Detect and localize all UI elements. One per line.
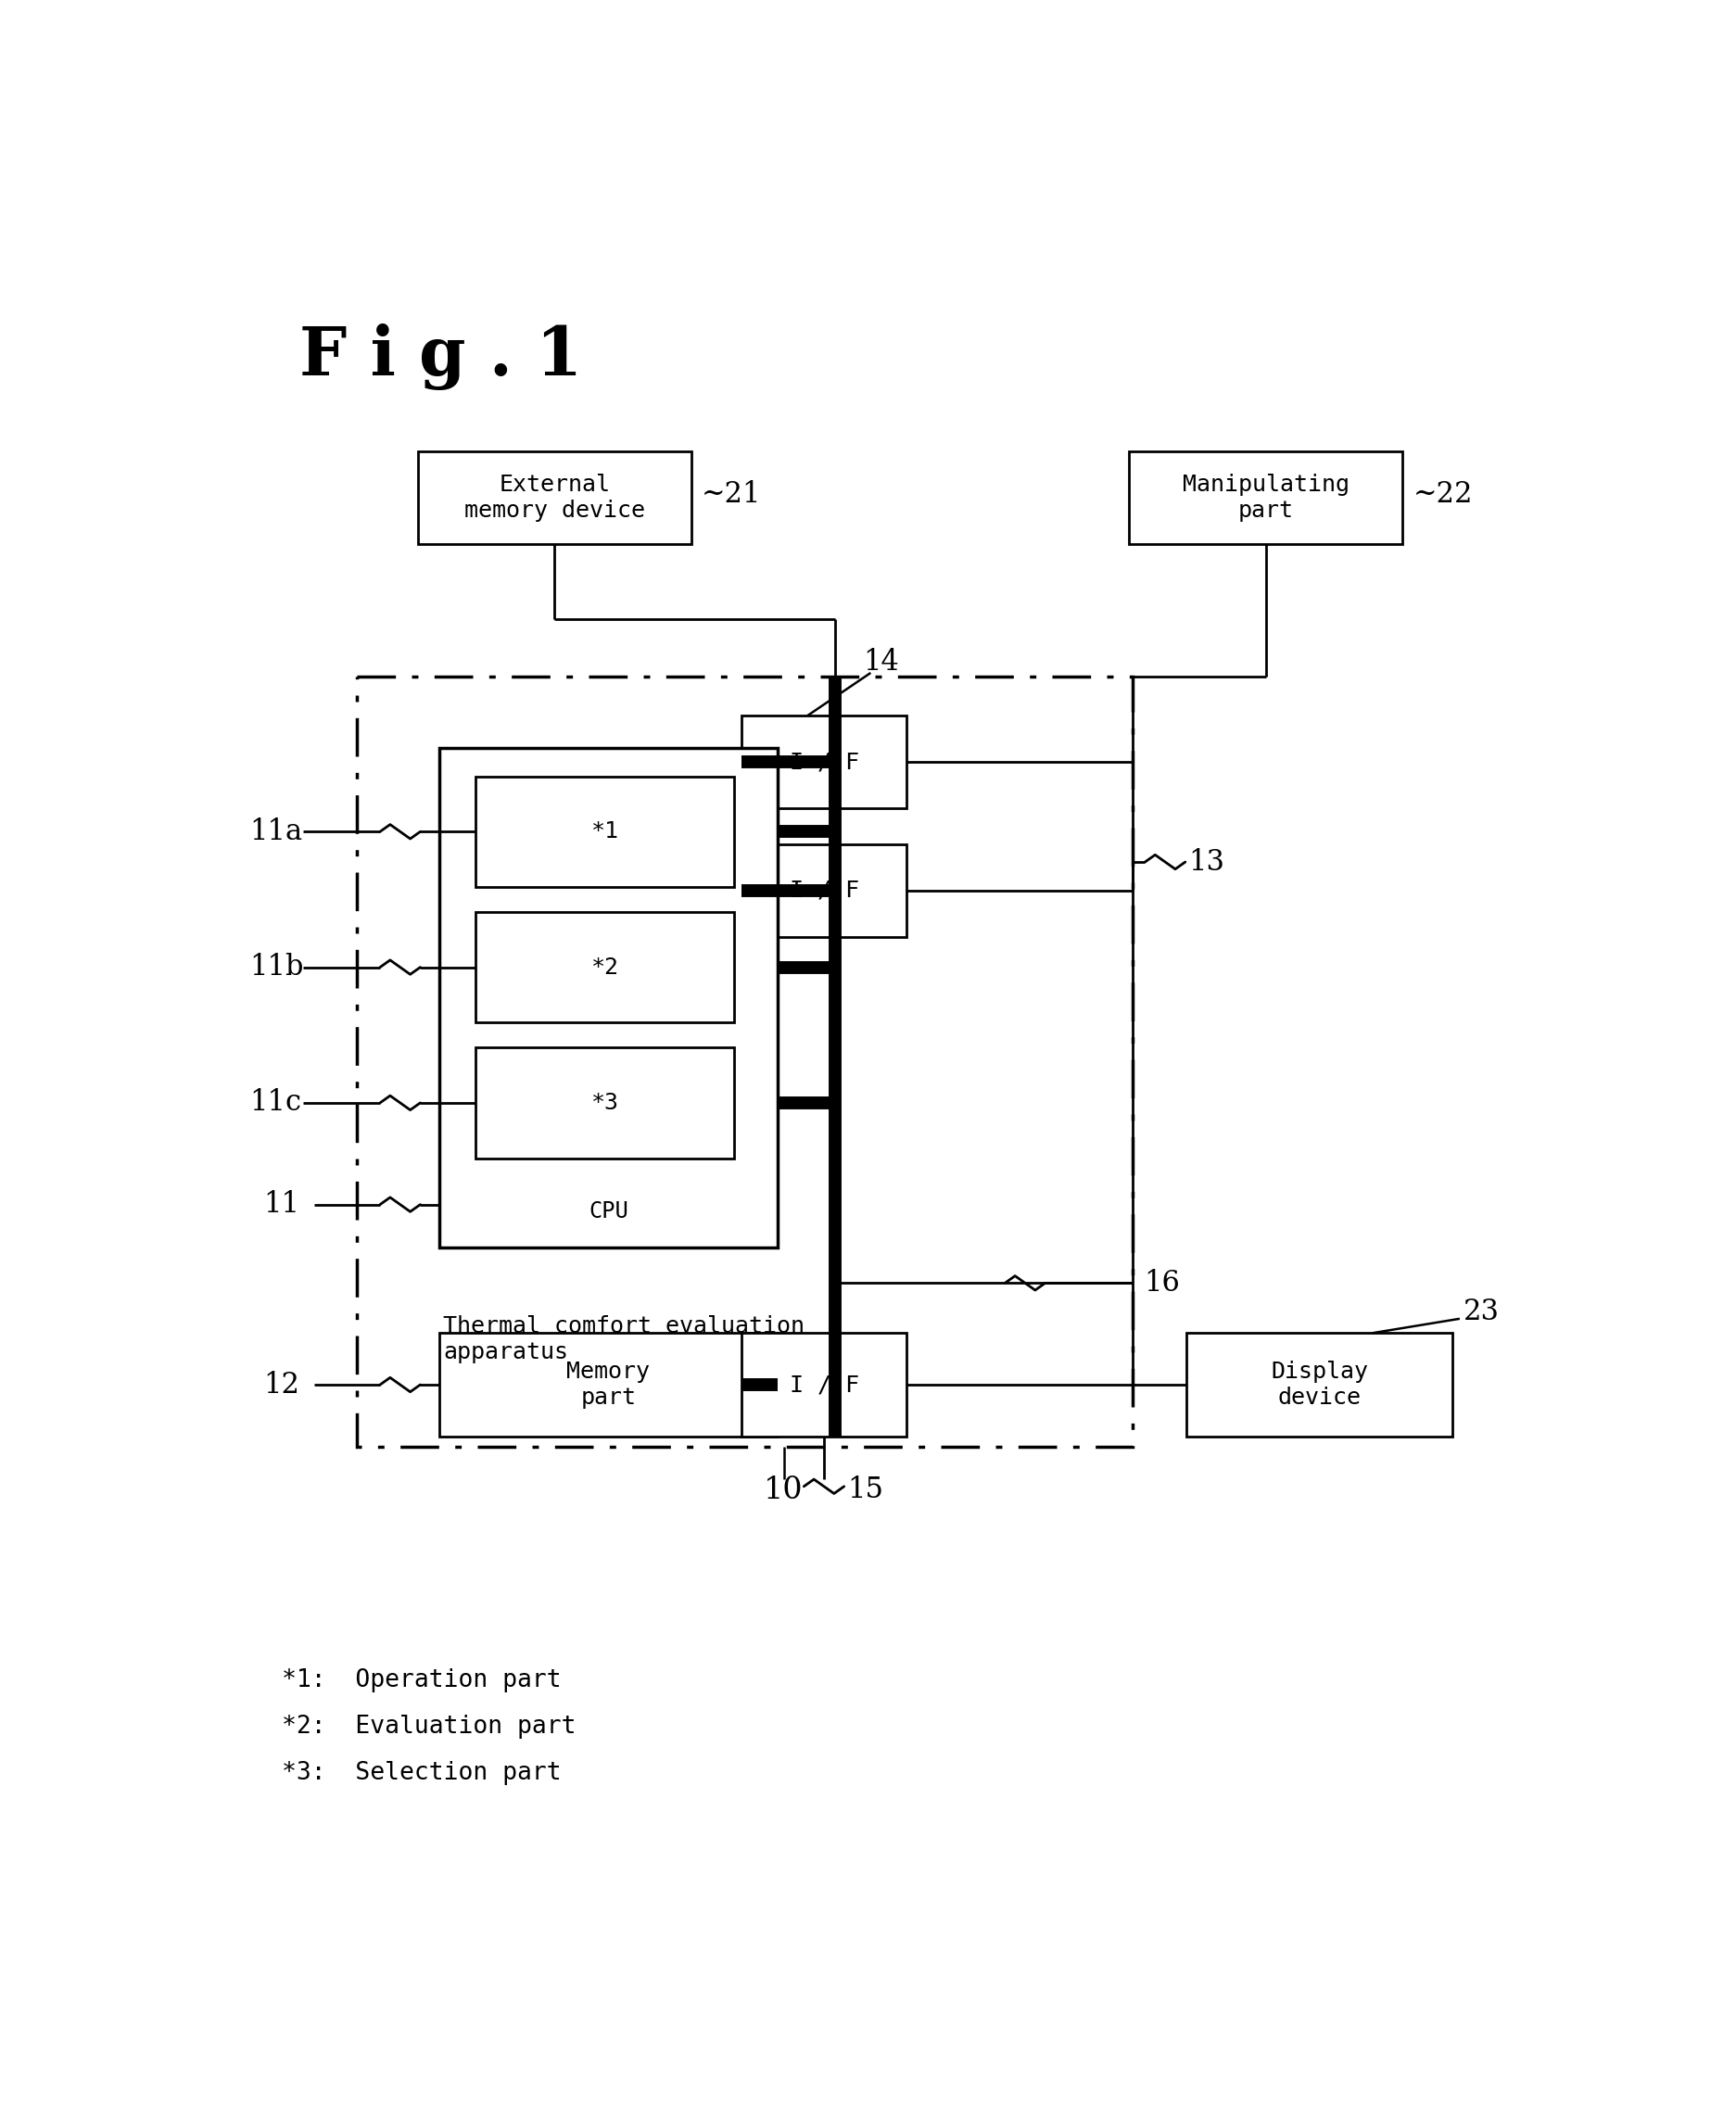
Text: I / F: I / F bbox=[790, 751, 859, 772]
Text: 11: 11 bbox=[264, 1190, 300, 1219]
Bar bbox=[418, 451, 691, 545]
Bar bbox=[1187, 1332, 1453, 1436]
Text: 11c: 11c bbox=[250, 1087, 302, 1117]
Text: Thermal comfort evaluation
apparatus: Thermal comfort evaluation apparatus bbox=[443, 1315, 806, 1364]
Bar bbox=[741, 715, 906, 809]
Bar bbox=[439, 747, 778, 1247]
Text: 13: 13 bbox=[1187, 847, 1224, 877]
Text: *3:  Selection part: *3: Selection part bbox=[281, 1762, 561, 1785]
Text: External
memory device: External memory device bbox=[464, 475, 646, 521]
Text: 12: 12 bbox=[264, 1370, 300, 1398]
Text: Display
device: Display device bbox=[1271, 1360, 1368, 1409]
Text: 10: 10 bbox=[764, 1475, 804, 1504]
Text: *1: *1 bbox=[590, 821, 618, 843]
Text: 15: 15 bbox=[847, 1475, 884, 1504]
Bar bbox=[358, 677, 1134, 1447]
Text: *3: *3 bbox=[590, 1092, 618, 1113]
Text: ~21: ~21 bbox=[701, 481, 762, 509]
Text: 11a: 11a bbox=[250, 817, 302, 847]
Text: F i g . 1: F i g . 1 bbox=[300, 323, 583, 389]
Text: I / F: I / F bbox=[790, 879, 859, 902]
Bar bbox=[741, 845, 906, 936]
Text: *2:  Evaluation part: *2: Evaluation part bbox=[281, 1715, 576, 1739]
Bar bbox=[476, 777, 734, 887]
Text: *1:  Operation part: *1: Operation part bbox=[281, 1668, 561, 1692]
Text: 23: 23 bbox=[1463, 1298, 1500, 1326]
Text: I / F: I / F bbox=[790, 1373, 859, 1396]
Text: 16: 16 bbox=[1144, 1268, 1180, 1298]
Bar bbox=[1128, 451, 1403, 545]
Bar bbox=[476, 913, 734, 1024]
Text: ~22: ~22 bbox=[1413, 481, 1472, 509]
Bar bbox=[741, 1332, 906, 1436]
Text: Memory
part: Memory part bbox=[566, 1360, 651, 1409]
Text: 14: 14 bbox=[863, 647, 899, 677]
Text: 11b: 11b bbox=[250, 953, 304, 981]
Text: Manipulating
part: Manipulating part bbox=[1182, 475, 1349, 521]
Text: CPU: CPU bbox=[589, 1200, 628, 1224]
Text: *2: *2 bbox=[590, 955, 618, 979]
Bar bbox=[439, 1332, 778, 1436]
Bar bbox=[476, 1047, 734, 1158]
